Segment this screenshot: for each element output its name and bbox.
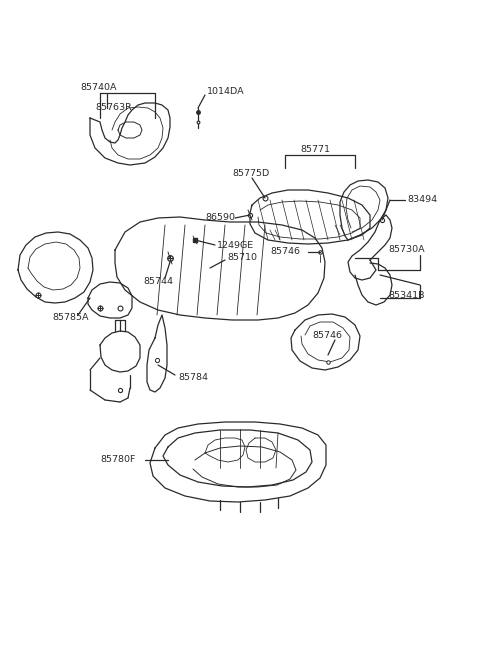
Text: 83494: 83494 — [407, 195, 437, 205]
Text: 85763R: 85763R — [95, 104, 132, 112]
Text: 85744: 85744 — [143, 277, 173, 287]
Text: 85740A: 85740A — [80, 83, 117, 92]
Text: 85730A: 85730A — [388, 245, 425, 255]
Text: 86590: 86590 — [205, 213, 235, 222]
Text: 1014DA: 1014DA — [207, 87, 245, 96]
Text: 85746: 85746 — [270, 247, 300, 256]
Text: 85784: 85784 — [178, 373, 208, 382]
Text: 85710: 85710 — [227, 253, 257, 262]
Text: 85780F: 85780F — [100, 455, 135, 464]
Text: 85746: 85746 — [312, 331, 342, 340]
Text: 85785A: 85785A — [52, 314, 88, 323]
Text: 85771: 85771 — [300, 146, 330, 155]
Text: 85775D: 85775D — [232, 169, 269, 178]
Text: 85341B: 85341B — [388, 291, 424, 300]
Text: 1249GE: 1249GE — [217, 241, 254, 249]
